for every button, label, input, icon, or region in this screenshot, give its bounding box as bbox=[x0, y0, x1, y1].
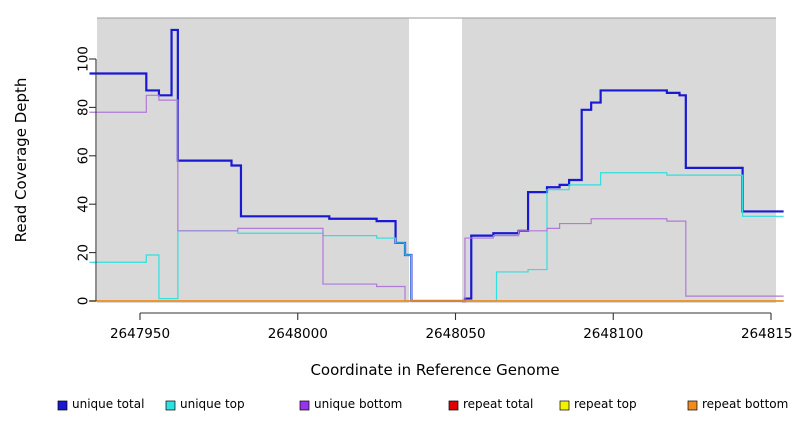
y-tick-label: 40 bbox=[76, 196, 92, 213]
legend-swatch bbox=[559, 400, 570, 411]
series-line-unique-top bbox=[89, 172, 784, 302]
legend-item-unique-total[interactable]: unique total bbox=[57, 397, 144, 411]
legend-swatch bbox=[57, 400, 68, 411]
legend-label: repeat top bbox=[574, 397, 637, 411]
x-tick-label: 2648050 bbox=[425, 326, 485, 342]
series-line-unique-total bbox=[89, 28, 784, 303]
legend-swatch bbox=[687, 400, 698, 411]
legend-label: repeat bottom bbox=[702, 397, 788, 411]
legend-swatch bbox=[165, 400, 176, 411]
legend-label: repeat total bbox=[463, 397, 533, 411]
legend-swatch bbox=[448, 400, 459, 411]
legend-swatch bbox=[299, 400, 310, 411]
x-tick-label: 2648100 bbox=[583, 326, 643, 342]
legend-item-repeat-top[interactable]: repeat top bbox=[559, 397, 637, 411]
x-axis-tick-labels: 2647950 2648000 2648050 2648100 2648150 bbox=[110, 326, 792, 342]
legend-item-unique-top[interactable]: unique top bbox=[165, 397, 245, 411]
x-axis-title: Coordinate in Reference Genome bbox=[310, 361, 559, 379]
y-axis-tick-labels: 0 20 40 60 80 100 bbox=[76, 46, 92, 305]
gap-region-background bbox=[409, 18, 462, 303]
legend-label: unique bottom bbox=[314, 397, 402, 411]
series-group bbox=[89, 28, 784, 303]
legend-item-repeat-total[interactable]: repeat total bbox=[448, 397, 533, 411]
legend-label: unique total bbox=[72, 397, 144, 411]
x-tick-label: 2647950 bbox=[110, 326, 170, 342]
x-tick-label: 2648000 bbox=[268, 326, 328, 342]
x-axis-ticks bbox=[139, 313, 772, 320]
y-axis-ticks bbox=[89, 58, 96, 302]
legend-item-unique-bottom[interactable]: unique bottom bbox=[299, 397, 402, 411]
chart-legend: unique total unique top unique bottom repea… bbox=[57, 397, 788, 411]
y-tick-label: 60 bbox=[76, 147, 92, 164]
x-tick-label: 2648150 bbox=[741, 326, 792, 342]
legend-label: unique top bbox=[180, 397, 245, 411]
y-tick-label: 80 bbox=[76, 99, 92, 116]
legend-item-repeat-bottom[interactable]: repeat bottom bbox=[687, 397, 788, 411]
y-tick-label: 20 bbox=[76, 244, 92, 261]
y-tick-label: 100 bbox=[76, 46, 92, 72]
y-tick-label: 0 bbox=[76, 297, 92, 306]
y-axis-title: Read Coverage Depth bbox=[12, 78, 30, 243]
